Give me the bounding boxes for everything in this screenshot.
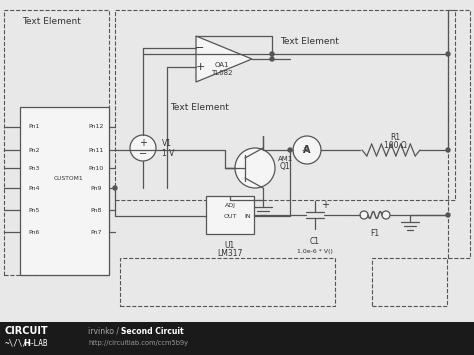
Bar — [20, 107, 109, 275]
Text: OA1: OA1 — [215, 62, 229, 68]
Bar — [115, 10, 455, 200]
Text: Pn12: Pn12 — [88, 125, 104, 130]
Circle shape — [293, 136, 321, 164]
Text: H: H — [23, 339, 30, 348]
Circle shape — [113, 186, 117, 190]
Text: Pn10: Pn10 — [88, 165, 104, 170]
Circle shape — [360, 211, 368, 219]
Text: −: − — [139, 149, 147, 159]
Text: +: + — [195, 62, 205, 72]
Circle shape — [270, 52, 274, 56]
Bar — [0, 322, 474, 355]
Circle shape — [446, 213, 450, 217]
Circle shape — [446, 52, 450, 56]
Text: Second Circuit: Second Circuit — [121, 327, 183, 335]
Text: CUSTOM1: CUSTOM1 — [54, 175, 84, 180]
Bar — [4, 10, 109, 275]
Text: Pn3: Pn3 — [28, 165, 40, 170]
Polygon shape — [196, 36, 252, 82]
Text: A: A — [303, 145, 311, 155]
Text: OUT: OUT — [223, 213, 237, 218]
Text: V1: V1 — [162, 138, 172, 147]
Circle shape — [130, 135, 156, 161]
Text: -LAB: -LAB — [30, 339, 48, 348]
Text: Pn11: Pn11 — [88, 147, 104, 153]
Text: Pn4: Pn4 — [28, 186, 40, 191]
Bar — [448, 10, 470, 258]
Text: Pn6: Pn6 — [28, 229, 40, 235]
Text: Text Element: Text Element — [23, 17, 82, 27]
Bar — [372, 258, 447, 306]
Text: IN: IN — [244, 213, 251, 218]
Circle shape — [446, 148, 450, 152]
Text: AM1: AM1 — [278, 156, 293, 162]
Circle shape — [288, 148, 292, 152]
Text: Pn7: Pn7 — [90, 229, 102, 235]
Text: Pn5: Pn5 — [28, 208, 40, 213]
Text: 1.0e-6 * V(): 1.0e-6 * V() — [297, 248, 333, 253]
Text: Text Element: Text Element — [281, 38, 339, 47]
Text: 100 Ω: 100 Ω — [383, 141, 406, 149]
Text: Text Element: Text Element — [171, 104, 229, 113]
Text: ~\/\/-: ~\/\/- — [5, 339, 33, 348]
Text: Q1: Q1 — [280, 162, 291, 170]
Text: irvinko /: irvinko / — [88, 327, 121, 335]
Text: Pn8: Pn8 — [91, 208, 102, 213]
Text: −: − — [195, 43, 205, 53]
Text: Pn9: Pn9 — [90, 186, 102, 191]
Text: ADJ: ADJ — [225, 203, 236, 208]
Text: +: + — [139, 138, 147, 148]
Text: CIRCUIT: CIRCUIT — [5, 326, 49, 336]
Text: http://circuitlab.com/ccm5b9y: http://circuitlab.com/ccm5b9y — [88, 340, 188, 346]
Text: U1: U1 — [225, 240, 235, 250]
Bar — [120, 258, 335, 306]
Text: 1 V: 1 V — [162, 148, 174, 158]
Text: Pn2: Pn2 — [28, 147, 40, 153]
Text: LM317: LM317 — [217, 250, 243, 258]
Text: TL082: TL082 — [211, 70, 233, 76]
Text: C1: C1 — [310, 237, 320, 246]
Circle shape — [382, 211, 390, 219]
Text: Pn1: Pn1 — [28, 125, 40, 130]
Text: +: + — [321, 200, 329, 210]
Bar — [206, 196, 254, 234]
Text: R1: R1 — [390, 133, 400, 142]
Circle shape — [235, 148, 275, 188]
Circle shape — [270, 57, 274, 61]
Text: F1: F1 — [371, 229, 380, 237]
